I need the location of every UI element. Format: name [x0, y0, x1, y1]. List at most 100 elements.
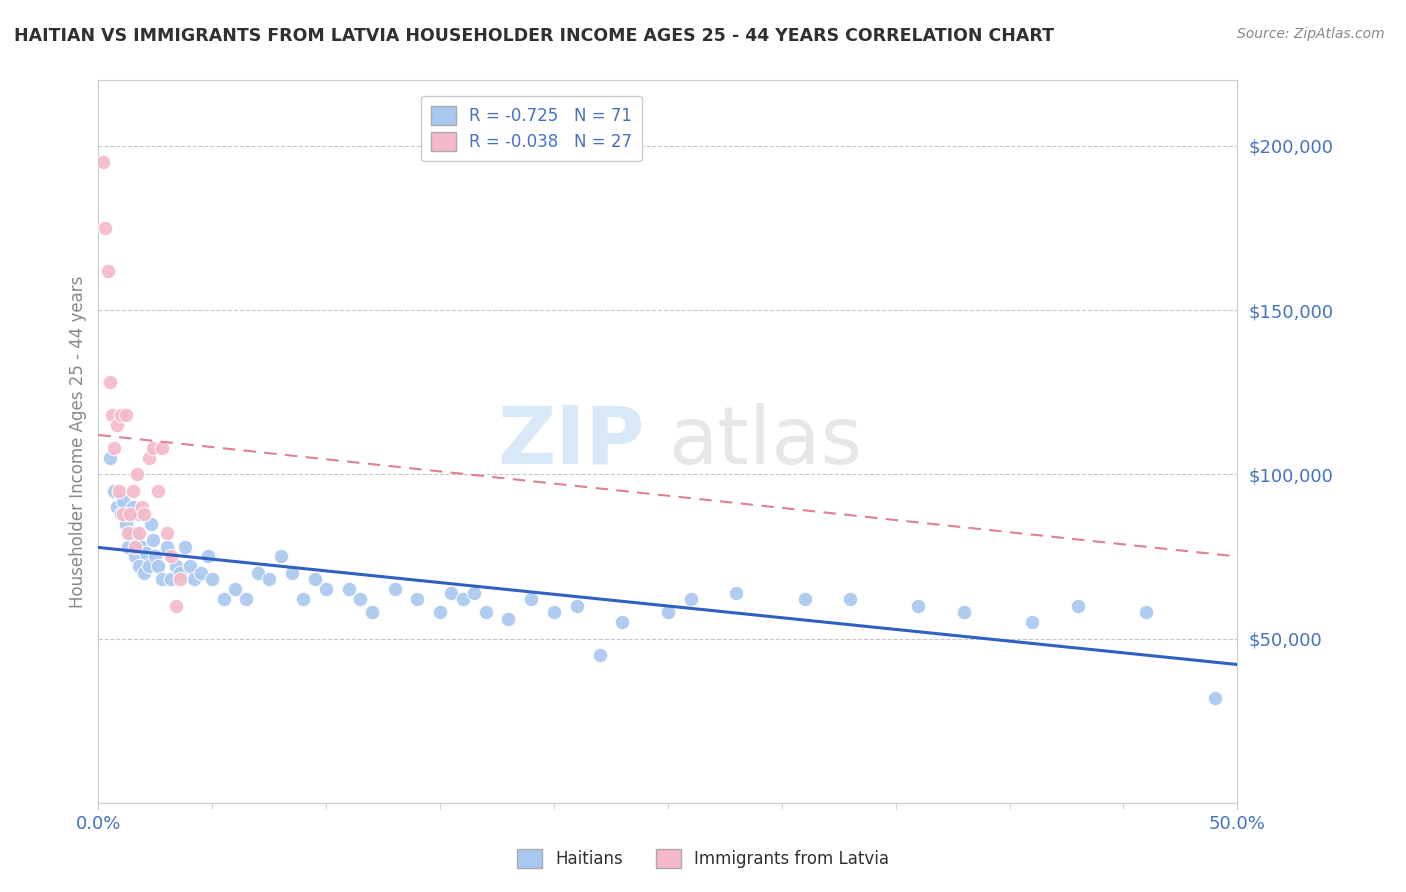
Point: [440, 585, 463, 599]
Point: [142, 441, 165, 455]
Point: [429, 605, 451, 619]
Point: [110, 409, 132, 423]
Point: [179, 559, 201, 574]
Point: [124, 540, 146, 554]
Point: [270, 549, 292, 564]
Point: [169, 573, 191, 587]
Point: [101, 409, 124, 423]
Legend: R = -0.725   N = 71, R = -0.038   N = 27: R = -0.725 N = 71, R = -0.038 N = 27: [420, 95, 643, 161]
Point: [127, 533, 149, 547]
Point: [124, 526, 146, 541]
Point: [114, 409, 136, 423]
Point: [565, 599, 588, 613]
Point: [907, 599, 929, 613]
Point: [169, 566, 191, 580]
Point: [98, 450, 121, 465]
Point: [132, 566, 155, 580]
Y-axis label: Householder Income Ages 25 - 44 years: Householder Income Ages 25 - 44 years: [69, 276, 87, 607]
Point: [793, 592, 815, 607]
Point: [117, 540, 139, 554]
Point: [463, 585, 485, 599]
Point: [337, 582, 360, 597]
Text: ZIP: ZIP: [498, 402, 645, 481]
Point: [406, 592, 429, 607]
Legend: Haitians, Immigrants from Latvia: Haitians, Immigrants from Latvia: [510, 842, 896, 875]
Point: [121, 483, 143, 498]
Point: [451, 592, 474, 607]
Point: [1204, 690, 1226, 705]
Point: [384, 582, 406, 597]
Point: [292, 592, 315, 607]
Point: [150, 573, 173, 587]
Point: [1135, 605, 1157, 619]
Text: HAITIAN VS IMMIGRANTS FROM LATVIA HOUSEHOLDER INCOME AGES 25 - 44 YEARS CORRELAT: HAITIAN VS IMMIGRANTS FROM LATVIA HOUSEH…: [14, 27, 1054, 45]
Point: [127, 467, 149, 482]
Point: [612, 615, 634, 630]
Point: [190, 566, 212, 580]
Point: [725, 585, 748, 599]
Point: [150, 441, 173, 455]
Text: Source: ZipAtlas.com: Source: ZipAtlas.com: [1237, 27, 1385, 41]
Point: [235, 592, 257, 607]
Point: [281, 566, 304, 580]
Point: [139, 516, 162, 531]
Point: [121, 500, 143, 515]
Point: [212, 592, 235, 607]
Point: [131, 540, 153, 554]
Point: [165, 599, 187, 613]
Point: [156, 540, 179, 554]
Point: [128, 559, 150, 574]
Point: [165, 559, 187, 574]
Point: [138, 450, 160, 465]
Point: [132, 507, 155, 521]
Point: [105, 418, 128, 433]
Point: [156, 526, 179, 541]
Point: [91, 155, 114, 169]
Point: [174, 540, 197, 554]
Point: [953, 605, 976, 619]
Point: [360, 605, 382, 619]
Point: [110, 507, 132, 521]
Point: [201, 573, 224, 587]
Point: [1021, 615, 1043, 630]
Point: [112, 493, 135, 508]
Point: [103, 441, 125, 455]
Point: [131, 500, 153, 515]
Point: [112, 507, 135, 521]
Point: [315, 582, 337, 597]
Point: [146, 559, 169, 574]
Point: [145, 549, 167, 564]
Point: [224, 582, 246, 597]
Point: [543, 605, 565, 619]
Point: [103, 483, 125, 498]
Point: [105, 500, 128, 515]
Point: [108, 483, 131, 498]
Point: [124, 549, 146, 564]
Point: [657, 605, 679, 619]
Point: [474, 605, 496, 619]
Point: [197, 549, 219, 564]
Point: [1067, 599, 1090, 613]
Point: [679, 592, 702, 607]
Point: [349, 592, 371, 607]
Point: [96, 264, 118, 278]
Point: [128, 526, 150, 541]
Point: [117, 507, 139, 521]
Point: [142, 533, 165, 547]
Point: [246, 566, 269, 580]
Point: [183, 573, 205, 587]
Point: [259, 573, 281, 587]
Point: [138, 559, 160, 574]
Point: [520, 592, 543, 607]
Point: [588, 648, 610, 662]
Point: [120, 507, 142, 521]
Point: [146, 483, 169, 498]
Point: [304, 573, 326, 587]
Point: [98, 376, 121, 390]
Point: [135, 546, 157, 560]
Point: [839, 592, 862, 607]
Point: [94, 221, 117, 235]
Point: [117, 526, 139, 541]
Point: [114, 516, 136, 531]
Point: [498, 612, 520, 626]
